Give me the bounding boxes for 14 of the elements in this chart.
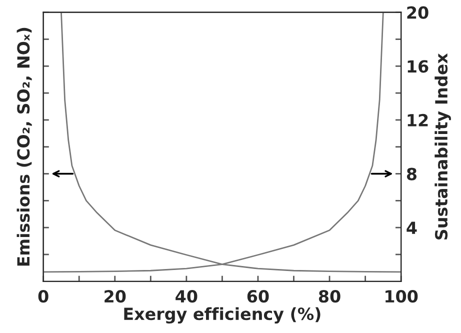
y-axis-title: Emissions (CO₂, SO₂, NOₓ)	[16, 28, 32, 266]
x-tick-label: 20	[104, 290, 126, 303]
x-tick-label: 60	[247, 290, 269, 303]
x-tick-label: 40	[176, 290, 198, 303]
x-tick-label: 0	[38, 290, 48, 303]
y2-tick-label: 12	[408, 114, 428, 126]
y2-axis-title: Sustainability Index	[434, 53, 451, 240]
y2-tick-label: 4	[406, 222, 417, 234]
x-tick-label: 80	[318, 290, 340, 303]
x-axis-title: Exergy efficiency (%)	[124, 307, 320, 324]
y2-tick-label: 16	[408, 60, 428, 73]
x-tick-label: 100	[386, 290, 418, 303]
y2-tick-label: 20	[407, 6, 428, 19]
y2-tick-label: 8	[406, 168, 416, 180]
